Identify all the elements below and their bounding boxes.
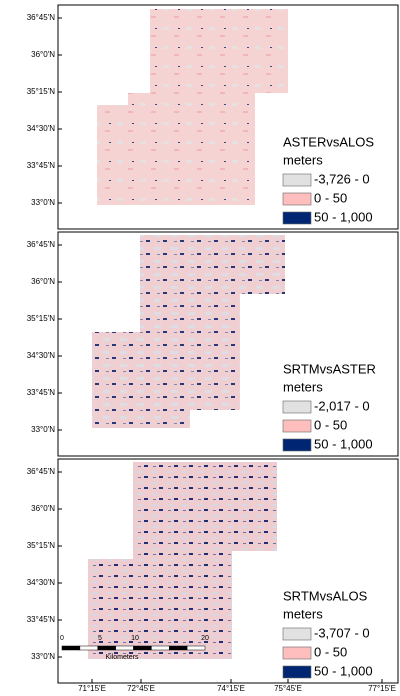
- lat-label: 33°0'N: [31, 425, 55, 434]
- lat-label: 35°15'N: [27, 87, 56, 96]
- lat-label: 33°45'N: [27, 161, 56, 170]
- lat-label: 36°0'N: [31, 504, 55, 513]
- scale-unit: Kilometers: [105, 654, 139, 661]
- legend-swatch: [283, 193, 311, 205]
- lat-label: 34°30'N: [27, 578, 56, 587]
- lat-label: 35°15'N: [27, 541, 56, 550]
- legend-label: -2,017 - 0: [314, 398, 370, 413]
- legend-label: 0 - 50: [314, 644, 347, 659]
- legend-swatch: [283, 628, 311, 640]
- legend-unit: meters: [283, 379, 323, 394]
- legend-label: 50 - 1,000: [314, 436, 373, 451]
- scale-tick-label: 5: [98, 635, 102, 642]
- lat-label: 36°0'N: [31, 277, 55, 286]
- lon-label: 71°15'E: [78, 684, 106, 693]
- scale-segment: [98, 646, 116, 650]
- map-panel: 36°45'N 36°0'N 35°15'N 34°30'N 33°45'N 33°0'N…: [27, 5, 398, 229]
- legend-label: 0 - 50: [314, 190, 347, 205]
- legend-unit: meters: [283, 606, 323, 621]
- legend-title: SRTMvsASTER: [283, 361, 376, 376]
- lon-label: 75°45'E: [274, 684, 302, 693]
- legend-swatch: [283, 174, 311, 186]
- scale-segment: [169, 646, 187, 650]
- scale-segment: [116, 646, 134, 650]
- legend-swatch: [283, 666, 311, 678]
- scale-segment: [134, 646, 152, 650]
- figure: 36°45'N 36°0'N 35°15'N 34°30'N 33°45'N 33°0'N…: [0, 0, 400, 696]
- lon-label: 72°45'E: [127, 684, 155, 693]
- map-panel: 36°45'N 36°0'N 35°15'N 34°30'N 33°45'N 33°0'N…: [27, 232, 398, 456]
- lat-label: 33°45'N: [27, 615, 56, 624]
- legend-label: 50 - 1,000: [314, 209, 373, 224]
- lat-label: 36°45'N: [27, 467, 56, 476]
- lat-label: 35°15'N: [27, 314, 56, 323]
- legend-title: ASTERvsALOS: [283, 134, 374, 149]
- legend-swatch: [283, 439, 311, 451]
- legend-swatch: [283, 401, 311, 413]
- legend-label: 50 - 1,000: [314, 663, 373, 678]
- lon-label: 77°15'E: [368, 684, 396, 693]
- page: {"panels": [ {"lat_labels": ["36°45'N", …: [0, 0, 400, 696]
- scale-segment: [187, 646, 205, 650]
- legend-label: -3,726 - 0: [314, 171, 370, 186]
- lat-label: 33°45'N: [27, 388, 56, 397]
- scale-tick-label: 0: [60, 635, 64, 642]
- legend-label: -3,707 - 0: [314, 625, 370, 640]
- legend-swatch: [283, 212, 311, 224]
- lon-label: 74°15'E: [217, 684, 245, 693]
- legend-swatch: [283, 647, 311, 659]
- legend-swatch: [283, 420, 311, 432]
- scale-segment: [80, 646, 98, 650]
- lat-label: 33°0'N: [31, 652, 55, 661]
- lat-label: 34°30'N: [27, 124, 56, 133]
- lat-label: 33°0'N: [31, 198, 55, 207]
- scale-tick-label: 10: [131, 635, 139, 642]
- scale-tick-label: 20: [201, 635, 209, 642]
- legend-title: SRTMvsALOS: [283, 588, 368, 603]
- lat-label: 36°0'N: [31, 50, 55, 59]
- lat-label: 34°30'N: [27, 351, 56, 360]
- scale-segment: [151, 646, 169, 650]
- lat-label: 36°45'N: [27, 240, 56, 249]
- legend-label: 0 - 50: [314, 417, 347, 432]
- lat-label: 36°45'N: [27, 13, 56, 22]
- legend-unit: meters: [283, 152, 323, 167]
- scale-segment: [62, 646, 80, 650]
